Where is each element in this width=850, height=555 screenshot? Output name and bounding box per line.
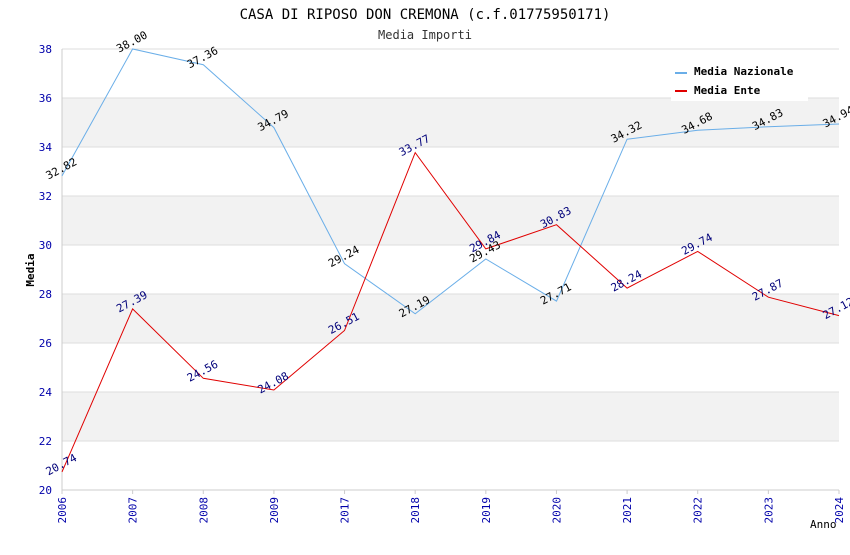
legend-background	[671, 60, 808, 101]
x-tick-label: 2020	[550, 497, 563, 524]
x-tick-label: 2006	[56, 497, 69, 524]
y-tick-labels: 20 22 24 26 28 30 32 34 36 38	[39, 43, 53, 497]
y-tick-label: 28	[39, 288, 52, 301]
legend-label-media-ente: Media Ente	[694, 84, 761, 97]
grid-band	[62, 392, 839, 441]
y-tick-label: 22	[39, 435, 52, 448]
x-tick-label: 2021	[621, 497, 634, 524]
x-tick-label: 2007	[127, 497, 140, 524]
y-tick-label: 32	[39, 190, 52, 203]
y-axis-label: Media	[24, 253, 37, 286]
axes	[61, 49, 839, 491]
x-tick-label: 2019	[480, 497, 493, 524]
data-label-media-nazionale: 29.24	[326, 243, 362, 270]
x-tick-label: 2017	[339, 497, 352, 524]
y-tick-label: 34	[39, 141, 53, 154]
y-tick-label: 20	[39, 484, 52, 497]
x-tick-label: 2024	[833, 497, 846, 524]
series-line-media-nazionale	[61, 48, 840, 315]
x-tick-label: 2018	[409, 497, 422, 524]
y-tick-label: 36	[39, 92, 52, 105]
grid-band	[62, 196, 839, 245]
chart-subtitle: Media Importi	[378, 28, 472, 42]
x-tick-labels: 2006 2007 2008 2009 2017 2018 2019 2020 2021 2022…	[56, 490, 846, 524]
x-tick-label: 2009	[268, 497, 281, 524]
grid-lines	[62, 48, 839, 491]
grid-bands	[62, 98, 839, 441]
x-tick-label: 2023	[762, 497, 775, 524]
data-label-media-nazionale: 37.36	[185, 44, 220, 71]
y-tick-label: 24	[39, 386, 53, 399]
data-label-media-nazionale: 32.82	[44, 155, 79, 182]
series-line-media-ente	[61, 151, 840, 473]
x-tick-label: 2008	[197, 497, 210, 524]
legend-label-media-nazionale: Media Nazionale	[694, 65, 794, 78]
y-tick-label: 26	[39, 337, 52, 350]
data-label-media-ente: 28.24	[609, 267, 645, 294]
legend: Media Nazionale Media Ente	[671, 60, 808, 101]
y-tick-label: 30	[39, 239, 52, 252]
grid-band	[62, 98, 839, 147]
y-tick-label: 38	[39, 43, 52, 56]
chart-title: CASA DI RIPOSO DON CREMONA (c.f.01775950…	[240, 7, 611, 23]
grid-band	[62, 294, 839, 343]
x-tick-label: 2022	[692, 497, 705, 524]
series-lines	[61, 48, 840, 473]
x-axis-label: Anno	[810, 518, 837, 531]
